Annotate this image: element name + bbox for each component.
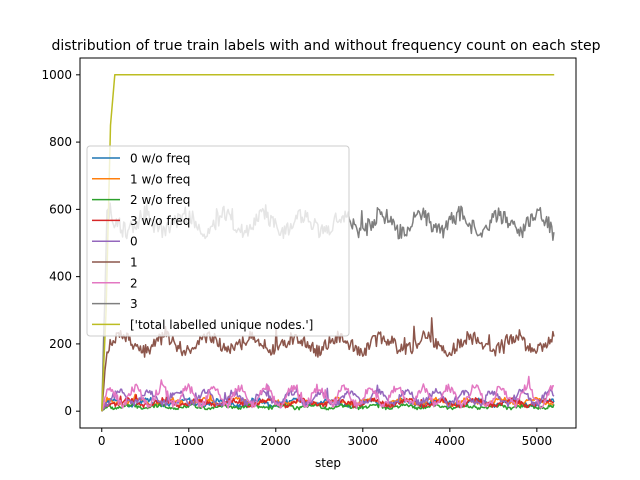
- y-tick-label: 600: [49, 202, 72, 216]
- y-tick-label: 0: [64, 404, 72, 418]
- series-line: [101, 317, 555, 412]
- legend-label: 2: [130, 276, 138, 290]
- chart-title: distribution of true train labels with a…: [51, 38, 600, 54]
- legend-label: 3: [130, 297, 138, 311]
- legend-label: 3 w/o freq: [130, 214, 190, 228]
- y-tick-label: 800: [49, 135, 72, 149]
- ticks-layer: 0 1000 2000 3000 4000 5000 0 200 400 600 800 1000: [41, 68, 552, 448]
- plot-frame: [79, 57, 577, 429]
- legend: 0 w/o freq 1 w/o freq 2 w/o freq 3 w/o freq…: [86, 145, 350, 337]
- series-line: [101, 401, 555, 412]
- legend-label: 1 w/o freq: [130, 172, 190, 186]
- x-tick-label: 2000: [261, 434, 292, 448]
- y-tick-label: 1000: [41, 68, 72, 82]
- x-tick-label: 0: [98, 434, 106, 448]
- legend-label: 1: [130, 256, 138, 270]
- legend-box: [86, 145, 350, 337]
- x-tick-label: 5000: [522, 434, 553, 448]
- legend-label: 0: [130, 235, 138, 249]
- legend-label: ['total labelled unique nodes.']: [130, 318, 313, 332]
- legend-label: 0 w/o freq: [130, 152, 190, 166]
- x-axis-label: step: [315, 456, 341, 470]
- y-tick-label: 200: [49, 337, 72, 351]
- x-tick-label: 4000: [435, 434, 466, 448]
- y-tick-label: 400: [49, 270, 72, 284]
- series-line: [101, 384, 555, 412]
- series-line: [101, 375, 554, 412]
- x-tick-label: 1000: [173, 434, 204, 448]
- series-line: [101, 74, 555, 412]
- legend-label: 2 w/o freq: [130, 193, 190, 207]
- series-layer: [101, 74, 555, 412]
- x-tick-label: 3000: [348, 434, 379, 448]
